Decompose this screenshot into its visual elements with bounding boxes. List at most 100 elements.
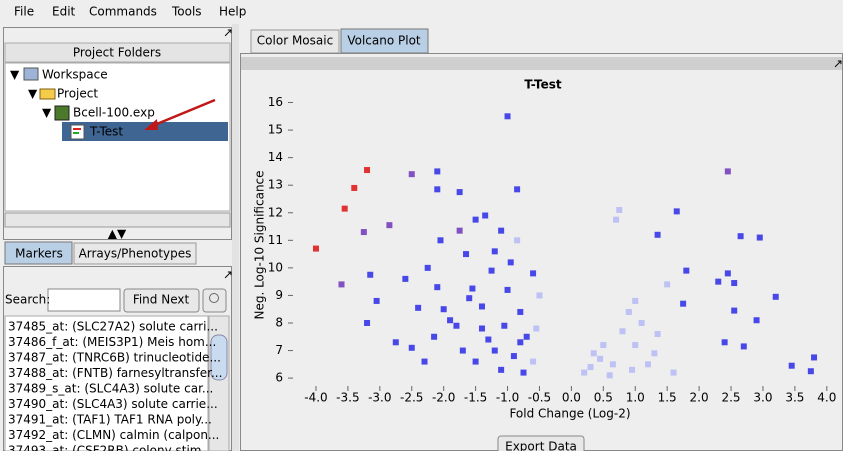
- tree-item[interactable]: T-Test: [89, 125, 123, 139]
- data-point[interactable]: [731, 280, 738, 287]
- data-point[interactable]: [724, 168, 731, 175]
- data-point[interactable]: [673, 208, 680, 215]
- data-point[interactable]: [772, 293, 779, 300]
- data-point[interactable]: [478, 303, 485, 310]
- marker-row[interactable]: 37488_at: (FNTB) farnesyltransfer...: [8, 366, 222, 380]
- button-label[interactable]: Find Next: [133, 293, 190, 307]
- menu-item[interactable]: Edit: [52, 5, 76, 19]
- tree-item[interactable]: Bcell-100.exp: [73, 106, 155, 120]
- data-point[interactable]: [360, 229, 367, 236]
- data-point[interactable]: [440, 306, 447, 313]
- data-point[interactable]: [431, 333, 438, 340]
- button-label[interactable]: Export Data: [505, 440, 577, 451]
- marker-row[interactable]: 37490_at: (SLC4A3) solute carrie...: [8, 397, 218, 411]
- data-point[interactable]: [386, 222, 393, 229]
- tab-label[interactable]: Markers: [15, 247, 63, 261]
- data-point[interactable]: [408, 344, 415, 351]
- hint-button[interactable]: [202, 288, 227, 313]
- data-point[interactable]: [421, 358, 428, 365]
- tab-selected[interactable]: [4, 241, 73, 265]
- data-point[interactable]: [597, 355, 604, 362]
- data-point[interactable]: [740, 343, 747, 350]
- marker-row[interactable]: 37486_f_at: (MEIS3P1) Meis hom...: [8, 335, 216, 349]
- data-point[interactable]: [670, 369, 677, 376]
- data-point[interactable]: [645, 361, 652, 368]
- data-point[interactable]: [367, 271, 374, 278]
- data-point[interactable]: [504, 113, 511, 120]
- data-point[interactable]: [504, 286, 511, 293]
- data-point[interactable]: [724, 270, 731, 277]
- data-point[interactable]: [456, 227, 463, 234]
- data-point[interactable]: [523, 333, 530, 340]
- data-point[interactable]: [485, 336, 492, 343]
- expand-icon[interactable]: ▼: [10, 68, 20, 82]
- data-point[interactable]: [491, 248, 498, 255]
- data-point[interactable]: [469, 285, 476, 292]
- data-point[interactable]: [434, 168, 441, 175]
- data-point[interactable]: [721, 339, 728, 346]
- data-point[interactable]: [424, 264, 431, 271]
- data-point[interactable]: [459, 347, 466, 354]
- data-point[interactable]: [581, 369, 588, 376]
- data-point[interactable]: [625, 308, 632, 315]
- data-point[interactable]: [478, 325, 485, 332]
- data-point[interactable]: [629, 366, 636, 373]
- data-point[interactable]: [434, 284, 441, 291]
- data-point[interactable]: [364, 319, 371, 326]
- data-point[interactable]: [654, 231, 661, 238]
- data-point[interactable]: [341, 205, 348, 212]
- data-point[interactable]: [590, 350, 597, 357]
- data-point[interactable]: [514, 237, 521, 244]
- data-point[interactable]: [491, 347, 498, 354]
- tab-label[interactable]: Volcano Plot: [347, 34, 421, 48]
- data-point[interactable]: [600, 342, 607, 349]
- marker-row[interactable]: 37493_at: (CSF2RB) colony stim...: [8, 444, 213, 451]
- data-point[interactable]: [517, 339, 524, 346]
- data-point[interactable]: [408, 171, 415, 178]
- data-point[interactable]: [533, 325, 540, 332]
- data-point[interactable]: [373, 297, 380, 304]
- data-point[interactable]: [338, 281, 345, 288]
- data-point[interactable]: [530, 270, 537, 277]
- tab-label[interactable]: Arrays/Phenotypes: [79, 247, 192, 261]
- marker-row[interactable]: 37492_at: (CLMN) calmin (calpon...: [8, 428, 219, 442]
- data-point[interactable]: [466, 295, 473, 302]
- data-point[interactable]: [731, 307, 738, 314]
- data-point[interactable]: [632, 342, 639, 349]
- marker-row[interactable]: 37487_at: (TNRC6B) trinucleotide...: [8, 351, 221, 365]
- data-point[interactable]: [520, 369, 527, 376]
- data-point[interactable]: [536, 292, 543, 299]
- scrollbar[interactable]: [4, 212, 231, 228]
- data-point[interactable]: [392, 339, 399, 346]
- marker-row[interactable]: 37485_at: (SLC27A2) solute carri...: [8, 320, 218, 334]
- expand-icon[interactable]: ▼: [28, 87, 38, 101]
- data-point[interactable]: [415, 304, 422, 311]
- data-point[interactable]: [609, 361, 616, 368]
- splitter[interactable]: [232, 24, 239, 451]
- data-point[interactable]: [472, 358, 479, 365]
- marker-row[interactable]: 37489_s_at: (SLC4A3) solute car...: [8, 382, 213, 396]
- data-point[interactable]: [498, 227, 505, 234]
- export-button[interactable]: [497, 435, 585, 451]
- data-point[interactable]: [463, 251, 470, 258]
- data-point[interactable]: [530, 358, 537, 365]
- data-point[interactable]: [651, 350, 658, 357]
- marker-row[interactable]: 37491_at: (TAF1) TAF1 RNA poly...: [8, 413, 212, 427]
- data-point[interactable]: [811, 354, 818, 361]
- data-point[interactable]: [402, 275, 409, 282]
- data-point[interactable]: [587, 364, 594, 371]
- tree-item[interactable]: Workspace: [42, 68, 108, 82]
- data-point[interactable]: [619, 328, 626, 335]
- splitter[interactable]: ▲▼: [108, 227, 127, 241]
- tree-selection[interactable]: [62, 122, 228, 141]
- data-point[interactable]: [654, 331, 661, 338]
- menu-item[interactable]: File: [14, 5, 34, 19]
- data-point[interactable]: [507, 259, 514, 266]
- data-point[interactable]: [312, 245, 319, 252]
- data-point[interactable]: [472, 216, 479, 223]
- menu-item[interactable]: Tools: [171, 5, 202, 19]
- data-point[interactable]: [488, 267, 495, 274]
- data-point[interactable]: [434, 186, 441, 193]
- data-point[interactable]: [453, 322, 460, 329]
- data-point[interactable]: [351, 184, 358, 191]
